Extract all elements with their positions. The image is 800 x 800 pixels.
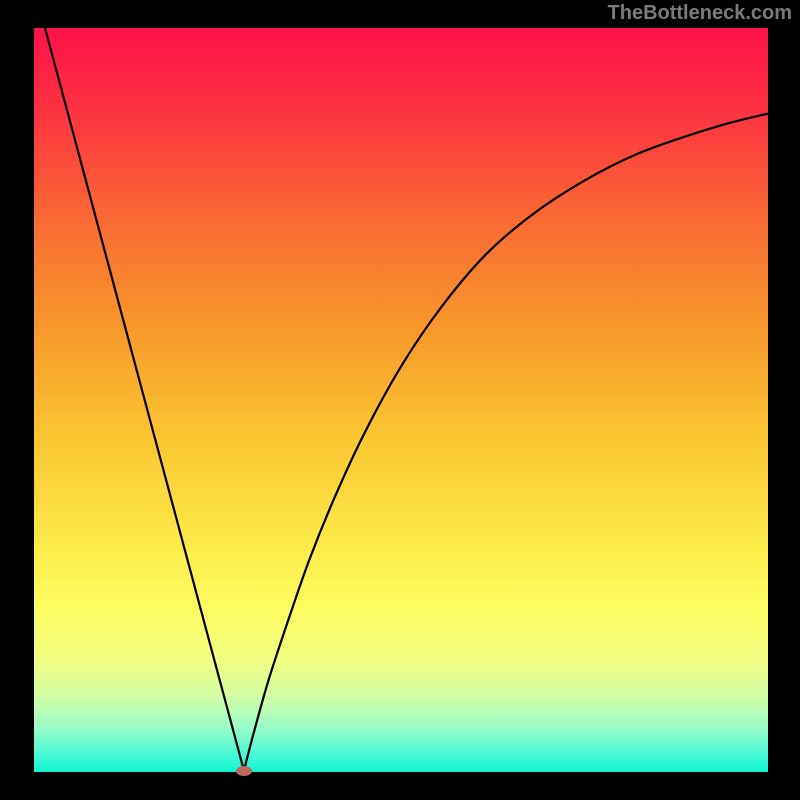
plot-area [34, 28, 768, 772]
watermark-text: TheBottleneck.com [608, 2, 792, 25]
bottleneck-curve-path [45, 28, 768, 771]
vertex-marker [236, 766, 252, 776]
bottleneck-curve-svg [34, 28, 768, 772]
